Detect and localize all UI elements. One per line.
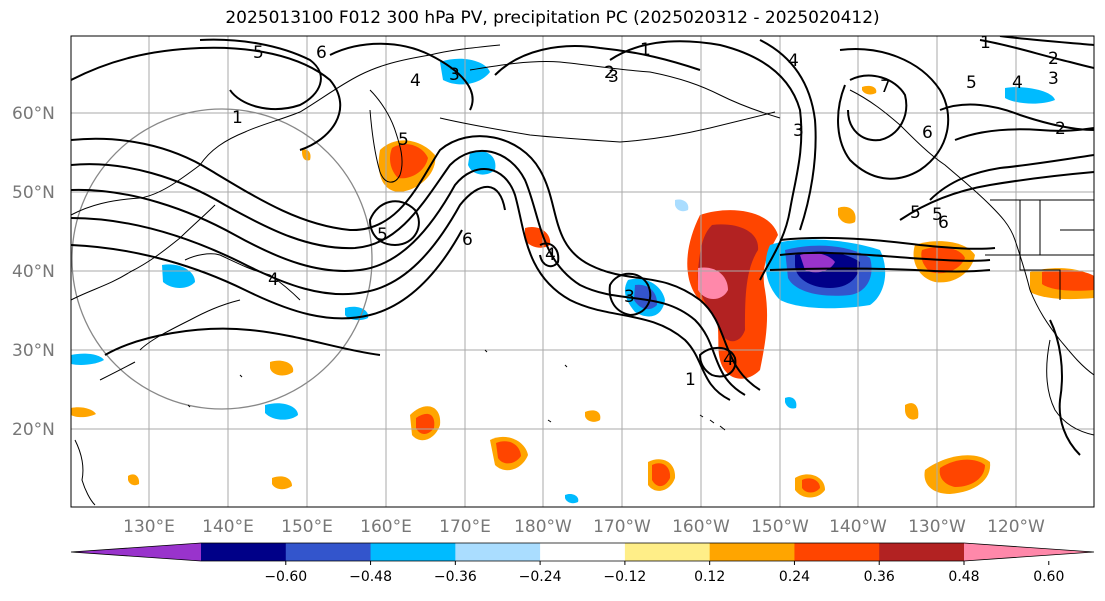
distance-ring <box>71 108 373 410</box>
colorbar-tick-label: −0.60 <box>264 569 307 585</box>
lat-label: 60°N <box>12 104 55 124</box>
contour-label: 1 <box>232 108 243 128</box>
contour-label: 3 <box>608 67 619 87</box>
map-title: 2025013100 F012 300 hPa PV, precipitatio… <box>225 8 880 28</box>
colorbar-tick-label: 0.48 <box>948 569 979 585</box>
contour-label: 4 <box>723 350 734 370</box>
contour-labels: 5 6 1 4 3 2 2 1 4 3 5 7 4 5 3 6 1 3 2 5 … <box>232 33 1066 390</box>
contour-label: 5 <box>253 43 264 63</box>
colorbar-segment <box>285 543 372 561</box>
lon-label: 170°W <box>593 517 651 537</box>
contour-label: 7 <box>880 77 891 97</box>
contour-label: 5 <box>377 225 388 245</box>
colorbar-tick-label: −0.36 <box>434 569 477 585</box>
contour-label: 3 <box>1048 69 1059 89</box>
contour-label: 3 <box>624 287 635 307</box>
colorbar-segment <box>455 543 541 561</box>
lat-label: 30°N <box>12 341 55 361</box>
contour-label: 4 <box>788 51 799 71</box>
colorbar-segment <box>540 543 626 561</box>
map-border <box>70 35 1095 508</box>
colorbar-tick-label: −0.12 <box>603 569 646 585</box>
contour-label: 5 <box>398 130 409 150</box>
lon-label: 130°W <box>908 517 966 537</box>
contour-label: 2 <box>604 63 615 83</box>
contour-label: 1 <box>640 40 651 60</box>
colorbar-segment <box>879 543 965 561</box>
contour-label: 1 <box>685 370 696 390</box>
lon-label: 130°E <box>123 517 175 537</box>
contour-label: 6 <box>316 43 327 63</box>
lon-label: 150°E <box>281 517 333 537</box>
lon-label: 140°W <box>829 517 887 537</box>
contour-label: 4 <box>268 270 279 290</box>
lat-label: 40°N <box>12 262 55 282</box>
colorbar: −0.60 −0.48 −0.36 −0.24 −0.12 0.12 0.24 0.36 0.4… <box>70 542 1095 585</box>
contour-label: 6 <box>462 230 473 250</box>
contour-label: 6 <box>938 213 949 233</box>
contour-label: 5 <box>932 205 943 225</box>
contour-label: 3 <box>793 121 804 141</box>
lon-label: 140°E <box>202 517 254 537</box>
contour-label: 2 <box>1055 119 1066 139</box>
colorbar-tick-label: 0.60 <box>1033 569 1064 585</box>
colorbar-segment <box>624 543 711 561</box>
colorbar-extension-max <box>964 543 1094 561</box>
colorbar-outline <box>70 542 1095 562</box>
contour-label: 5 <box>966 73 977 93</box>
longitude-labels: 130°E 140°E 150°E 160°E 170°E 180°W 170°… <box>123 517 1045 537</box>
colorbar-segment <box>709 543 795 561</box>
colorbar-tick-label: −0.48 <box>349 569 392 585</box>
contour-label: 1 <box>980 33 991 53</box>
lat-label: 50°N <box>12 183 55 203</box>
lon-label: 150°W <box>751 517 809 537</box>
contour-label: 2 <box>1048 49 1059 69</box>
colorbar-segment <box>201 543 287 561</box>
colorbar-tick-label: 0.24 <box>779 569 810 585</box>
lon-label: 180°W <box>514 517 572 537</box>
lat-label: 20°N <box>12 420 55 440</box>
contour-label: 6 <box>922 123 933 143</box>
lon-label: 170°E <box>439 517 491 537</box>
lon-label: 120°W <box>987 517 1045 537</box>
lon-label: 160°W <box>672 517 730 537</box>
lon-label: 160°E <box>360 517 412 537</box>
colorbar-tick-label: 0.36 <box>864 569 895 585</box>
contour-label: 5 <box>910 203 921 223</box>
contour-label: 4 <box>1012 73 1023 93</box>
colorbar-extension-min <box>71 543 201 561</box>
colorbar-segment <box>370 543 456 561</box>
colorbar-tick-label: −0.24 <box>519 569 562 585</box>
pv-contours <box>71 36 1094 456</box>
colorbar-tick-label: 0.12 <box>694 569 725 585</box>
contour-label: 4 <box>545 245 556 265</box>
contour-label: 4 <box>410 71 421 91</box>
colorbar-segment <box>794 543 880 561</box>
latitude-labels: 60°N 50°N 40°N 30°N 20°N <box>12 104 55 440</box>
contour-label: 3 <box>449 65 460 85</box>
